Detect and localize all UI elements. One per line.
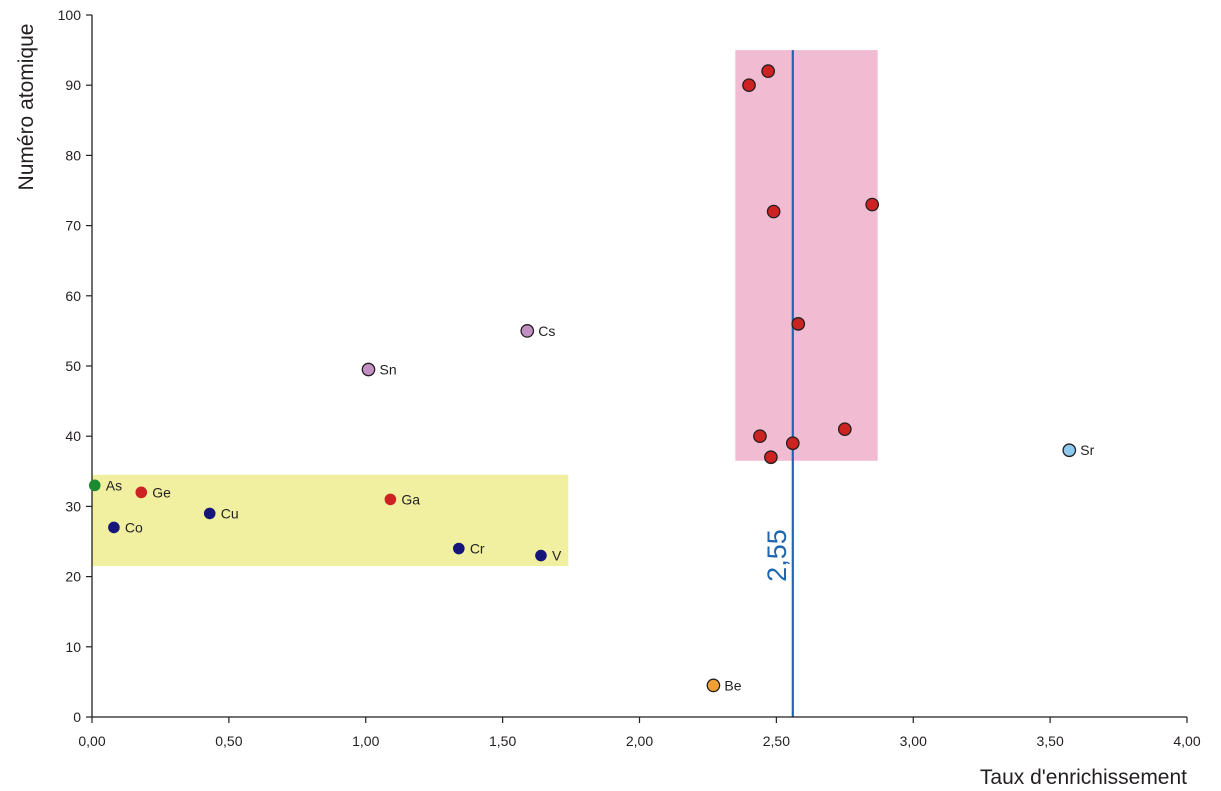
y-tick-label: 100 — [58, 7, 82, 23]
data-point — [384, 493, 397, 506]
data-point — [520, 324, 535, 338]
data-point — [753, 429, 767, 444]
data-point — [535, 549, 547, 562]
data-point — [837, 422, 852, 437]
x-tick-label: 4,00 — [1173, 733, 1200, 749]
y-tick-label: 50 — [65, 358, 81, 374]
x-tick-label: 1,50 — [489, 733, 516, 749]
data-point — [865, 197, 880, 212]
x-tick-label: 0,00 — [78, 733, 105, 749]
data-point — [88, 479, 101, 492]
reference-line-group: 2,55 — [762, 50, 794, 717]
point-label: As — [106, 477, 122, 493]
data-point — [766, 204, 781, 219]
data-point — [108, 521, 120, 534]
y-axis-title: Numéro atomique — [15, 24, 38, 191]
data-point — [1062, 443, 1077, 458]
data-point — [361, 362, 376, 377]
x-tick-label: 0,50 — [215, 733, 242, 749]
point-label: Sr — [1080, 442, 1094, 458]
data-points: As Ge Co Cu Ga Cr V Sn Cs Be Sr — [88, 64, 1095, 693]
x-tick-label: 2,50 — [763, 733, 790, 749]
point-label: Ge — [152, 484, 171, 500]
data-point — [761, 64, 776, 79]
point-label: Cu — [221, 505, 239, 521]
data-point — [764, 450, 778, 465]
point-label: Be — [724, 677, 741, 693]
tick-marks: 0,00 0,50 1,00 1,50 2,00 2,50 3,00 3,50 4,00 0 10 2… — [58, 7, 1201, 749]
point-label: Cr — [470, 541, 485, 557]
point-label: Sn — [379, 362, 396, 378]
y-tick-label: 40 — [65, 428, 81, 444]
highlight-region-2 — [735, 50, 878, 461]
x-tick-label: 1,00 — [352, 733, 379, 749]
y-tick-label: 0 — [73, 709, 81, 725]
data-point — [742, 78, 756, 93]
reference-line-label: 2,55 — [762, 529, 792, 582]
axes — [91, 15, 1187, 718]
y-tick-label: 30 — [65, 498, 81, 514]
data-point — [203, 507, 216, 520]
highlight-region-1 — [92, 474, 569, 567]
highlight-regions — [92, 50, 878, 567]
point-label: V — [552, 548, 562, 564]
y-tick-label: 60 — [65, 288, 81, 304]
x-tick-label: 2,00 — [626, 733, 653, 749]
y-tick-label: 80 — [65, 147, 81, 163]
x-tick-label: 3,50 — [1037, 733, 1064, 749]
point-label: Cs — [538, 323, 555, 339]
data-point — [706, 678, 721, 693]
data-point — [135, 486, 148, 499]
data-point — [453, 542, 465, 555]
data-point — [791, 317, 806, 331]
point-label: Ga — [401, 491, 420, 507]
x-axis-title: Taux d'enrichissement — [980, 766, 1187, 789]
y-tick-label: 70 — [65, 218, 81, 234]
x-tick-label: 3,00 — [900, 733, 927, 749]
point-label: Co — [125, 519, 143, 535]
y-tick-label: 90 — [65, 77, 81, 93]
data-point — [785, 436, 800, 451]
y-tick-label: 10 — [65, 639, 81, 655]
y-tick-label: 20 — [65, 569, 81, 585]
